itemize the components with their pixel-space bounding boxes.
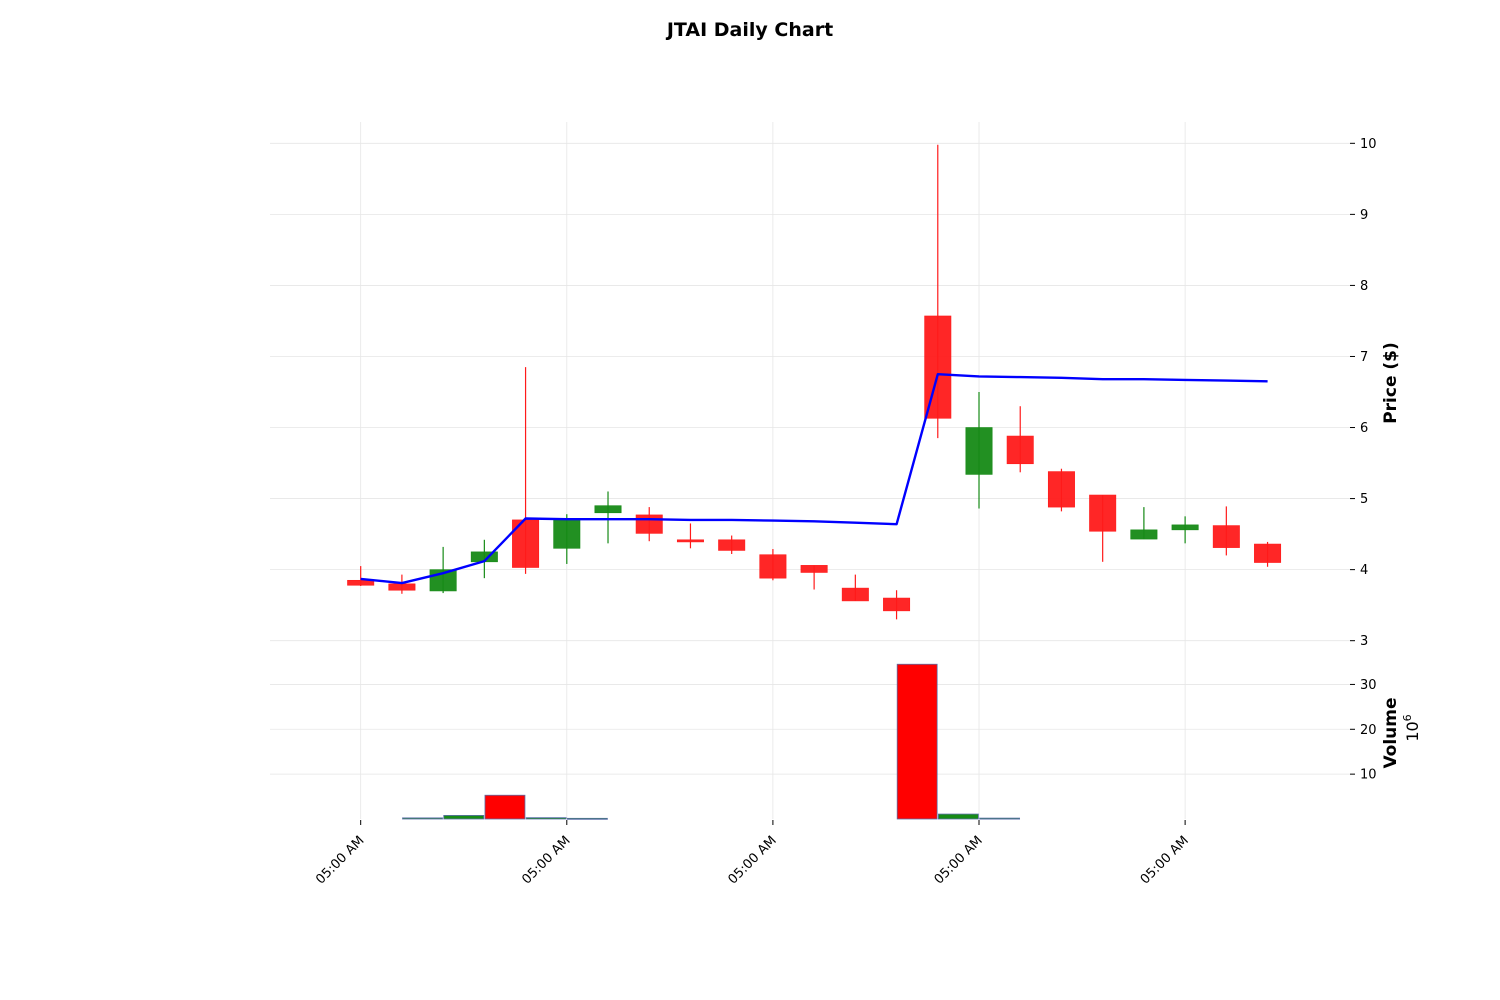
candle-body	[718, 539, 746, 551]
candles	[347, 144, 1282, 620]
x-tick-label: 05:00 AM	[519, 833, 573, 887]
x-tick-label: 05:00 AM	[1138, 833, 1192, 887]
volume-bar	[525, 817, 567, 820]
volume-exponent-power: 6	[1401, 714, 1414, 721]
x-tick-label: 05:00 AM	[932, 833, 986, 887]
candle-body	[1130, 529, 1158, 540]
volume-bar	[567, 817, 608, 820]
candle-body	[1254, 543, 1282, 563]
candle-body	[635, 514, 663, 534]
x-tick-label: 05:00 AM	[313, 833, 367, 887]
volume-bar	[938, 813, 979, 820]
x-tick-label: 05:00 AM	[725, 833, 779, 887]
candle-body	[594, 505, 622, 514]
volume-bar	[896, 663, 938, 820]
candle-body	[1171, 524, 1199, 531]
volume-bar	[979, 817, 1021, 820]
volume-tick-label: 20	[1360, 723, 1377, 738]
volume-bar	[402, 817, 443, 820]
candle-body	[347, 579, 375, 586]
candle-body	[841, 587, 869, 602]
volume-exponent-base: 10	[1403, 721, 1422, 741]
volume-exponent: 106	[1401, 714, 1422, 741]
volume-bar	[443, 815, 485, 820]
moving-average-layer	[360, 373, 1268, 585]
volume-bars	[402, 663, 1021, 820]
chart-title: JTAI Daily Chart	[665, 19, 833, 41]
volume-axis-ticks: 10 20 30	[1350, 678, 1377, 783]
candle-body	[553, 519, 581, 549]
volume-axis-label: Volume	[1381, 697, 1401, 768]
price-tick-label: 6	[1360, 421, 1368, 436]
price-tick-label: 4	[1360, 563, 1368, 578]
volume-tick-label: 30	[1360, 678, 1377, 693]
price-tick-label: 3	[1360, 634, 1368, 649]
volume-bar	[484, 794, 526, 820]
volume-tick-label: 10	[1360, 768, 1377, 783]
candle-body	[759, 554, 787, 579]
price-tick-label: 8	[1360, 279, 1368, 294]
candle-body	[924, 315, 952, 419]
price-axis-label: Price ($)	[1381, 342, 1401, 424]
candle-body	[965, 427, 993, 475]
candle-body	[1212, 525, 1240, 548]
volume-grid	[270, 662, 1350, 819]
x-axis-ticks: 05:00 AM 05:00 AM 05:00 AM 05:00 AM 05:00 AM	[313, 820, 1192, 887]
candle-body	[1047, 471, 1075, 508]
candle-body	[800, 565, 828, 573]
candle-body	[676, 539, 704, 543]
candle-body	[1006, 435, 1034, 465]
moving-average-line	[360, 373, 1268, 585]
price-tick-label: 10	[1360, 137, 1377, 152]
candle-body	[388, 583, 416, 591]
svg-text:106: 106	[1401, 714, 1422, 741]
price-axis-ticks: 3 4 5 6 7 8 9 10	[1350, 137, 1377, 649]
price-tick-label: 7	[1360, 350, 1368, 365]
price-tick-label: 9	[1360, 208, 1368, 223]
price-grid	[270, 122, 1350, 662]
candle-body	[1089, 494, 1117, 532]
candle-body	[883, 597, 911, 612]
price-tick-label: 5	[1360, 492, 1368, 507]
